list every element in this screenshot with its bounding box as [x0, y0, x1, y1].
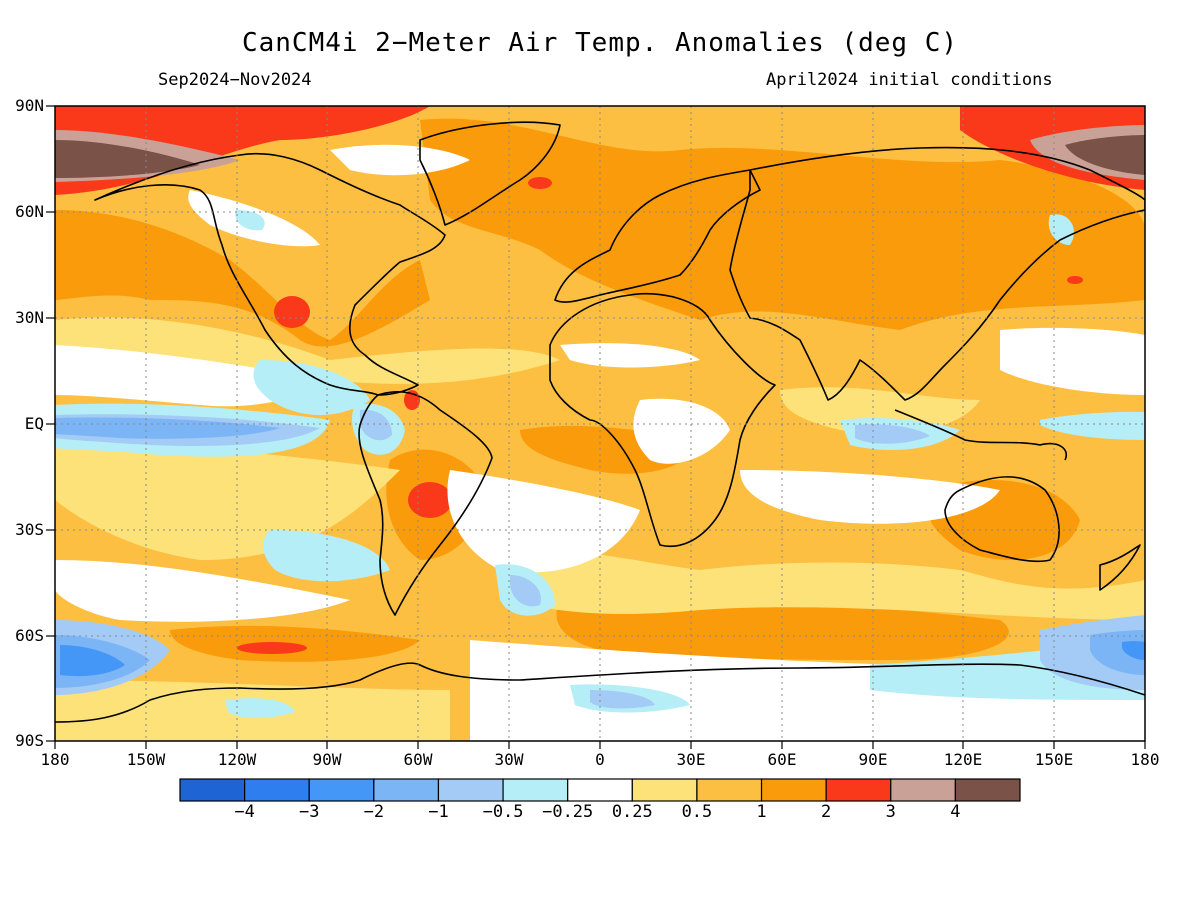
colorbar: [179, 778, 1021, 802]
lat-label-90n: 90N: [15, 96, 44, 115]
valid-period: Sep2024−Nov2024: [158, 70, 312, 90]
colorbar-swatch: [567, 778, 633, 802]
lon-label-150w: 150W: [126, 750, 166, 769]
lon-label-30e: 30E: [676, 750, 706, 769]
lat-label-90s: 90S: [15, 731, 44, 750]
lon-label-60e: 60E: [767, 750, 797, 769]
coastlines: [55, 121, 1145, 723]
colorbar-swatch: [373, 778, 440, 802]
colorbar-swatch: [890, 778, 956, 802]
colorbar-swatch: [244, 778, 310, 802]
colorbar-swatch: [308, 778, 375, 802]
colorbar-swatch: [954, 778, 1021, 802]
lon-label-30w: 30W: [494, 750, 524, 769]
lat-label-30n: 30N: [15, 308, 44, 327]
colorbar-tick-label: −3: [298, 802, 320, 822]
lon-label-120e: 120E: [943, 750, 983, 769]
lon-label-60w: 60W: [403, 750, 433, 769]
initial-conditions: April2024 initial conditions: [766, 70, 1053, 90]
lon-label-0: 0: [595, 750, 605, 769]
colorbar-tick-label: 0.25: [611, 802, 653, 822]
colorbar-tick-label: 0.5: [681, 802, 713, 822]
colorbar-tick-label: 1: [756, 802, 767, 822]
lon-label-90w: 90W: [312, 750, 342, 769]
lon-label-120w: 120W: [217, 750, 257, 769]
map-fill: [55, 106, 1145, 741]
lat-label-eq: EQ: [24, 414, 44, 433]
colorbar-swatch: [179, 778, 246, 802]
colorbar-swatch: [502, 778, 569, 802]
lat-label-60s: 60S: [15, 626, 44, 645]
colorbar-tick-label: 3: [885, 802, 896, 822]
colorbar-swatch: [825, 778, 892, 802]
colorbar-tick-label: −0.5: [482, 802, 524, 822]
lon-label-180e: 180: [1130, 750, 1160, 769]
axis-ticks: [46, 105, 1146, 749]
colorbar-tick-label: 2: [821, 802, 832, 822]
graticule: [55, 106, 1145, 741]
colorbar-tick-label: −4: [234, 802, 255, 822]
lon-label-90e: 90E: [858, 750, 888, 769]
colorbar-swatch: [631, 778, 698, 802]
colorbar-tick-label: 4: [950, 802, 961, 822]
colorbar-swatch: [437, 778, 504, 802]
colorbar-swatch: [696, 778, 763, 802]
colorbar-tick-label: −2: [363, 802, 385, 822]
map-title: CanCM4i 2−Meter Air Temp. Anomalies (deg…: [241, 28, 959, 58]
colorbar-tick-label: −0.25: [542, 802, 594, 822]
lon-label-180w: 180: [40, 750, 70, 769]
lon-label-150e: 150E: [1034, 750, 1074, 769]
lat-label-30s: 30S: [15, 520, 44, 539]
colorbar-tick-label: −1: [428, 802, 449, 822]
colorbar-swatch: [760, 778, 827, 802]
lat-label-60n: 60N: [15, 202, 44, 221]
